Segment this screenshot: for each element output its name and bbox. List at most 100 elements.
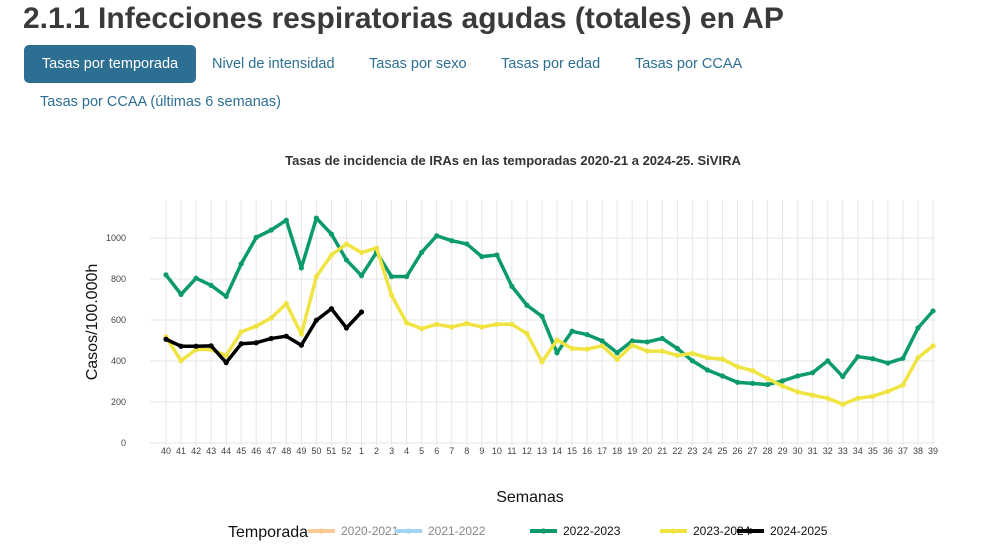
x-tick-label: 11 — [507, 446, 516, 456]
x-tick-label: 33 — [838, 446, 848, 456]
data-point — [599, 343, 605, 349]
data-point — [253, 340, 259, 346]
data-point — [494, 321, 500, 327]
x-tick-label: 34 — [853, 446, 863, 456]
data-point — [825, 395, 831, 401]
x-tick-label: 52 — [341, 446, 351, 456]
y-tick-label: 600 — [111, 315, 126, 325]
x-tick-label: 21 — [657, 446, 667, 456]
data-point — [178, 343, 184, 349]
x-tick-label: 14 — [552, 446, 562, 456]
data-point — [358, 309, 365, 315]
data-point — [283, 333, 289, 339]
tab-tasas-por-ccaa-ultimas-6-semanas[interactable]: Tasas por CCAA (últimas 6 semanas) — [40, 94, 281, 110]
data-point — [749, 368, 756, 374]
data-point — [343, 325, 350, 331]
x-tick-label: 27 — [748, 446, 758, 456]
legend-item-label: 2021-2022 — [428, 524, 486, 538]
series-line — [164, 216, 935, 387]
x-tick-label: 2 — [374, 446, 379, 456]
x-tick-label: 51 — [326, 446, 336, 456]
data-point — [509, 321, 515, 327]
data-point — [780, 383, 786, 389]
data-point — [780, 378, 786, 384]
data-point — [930, 343, 936, 349]
data-point — [434, 233, 440, 239]
data-point — [373, 245, 380, 251]
x-tick-label: 7 — [449, 446, 454, 456]
x-tick-label: 36 — [883, 446, 893, 456]
data-point — [283, 301, 289, 307]
data-point — [223, 360, 229, 366]
data-point — [584, 346, 590, 352]
x-tick-label: 29 — [778, 446, 788, 456]
data-point — [163, 336, 169, 342]
series-2022-2023 — [163, 215, 936, 388]
legend-item-label: 2020-2021 — [341, 524, 399, 538]
tab-tasas-por-sexo[interactable]: Tasas por sexo — [369, 56, 467, 72]
data-point — [193, 343, 199, 349]
data-point — [629, 338, 635, 344]
page-title: 2.1.1 Infecciones respiratorias agudas (… — [23, 2, 784, 35]
data-point — [539, 313, 545, 319]
data-point — [298, 265, 304, 271]
data-point — [554, 350, 560, 356]
x-tick-label: 47 — [266, 446, 276, 456]
x-tick-label: 20 — [642, 446, 652, 456]
x-tick-label: 31 — [808, 446, 818, 456]
data-point — [659, 348, 665, 354]
data-point — [313, 317, 319, 323]
x-tick-label: 48 — [281, 446, 291, 456]
data-point — [569, 328, 575, 334]
data-point — [253, 234, 259, 240]
data-point — [569, 345, 575, 352]
data-point — [825, 358, 831, 364]
x-tick-label: 5 — [419, 446, 424, 456]
x-tick-label: 32 — [823, 446, 833, 456]
data-point — [313, 273, 319, 280]
data-point — [614, 356, 620, 362]
data-point — [644, 348, 650, 354]
data-point — [464, 320, 470, 327]
data-point — [689, 358, 695, 364]
data-point — [644, 339, 650, 345]
tab-nivel-de-intensidad[interactable]: Nivel de intensidad — [212, 56, 335, 72]
data-point — [734, 364, 741, 370]
data-point — [283, 217, 289, 223]
data-point — [449, 324, 455, 330]
data-point — [840, 401, 846, 407]
data-point — [614, 350, 620, 356]
data-point — [343, 241, 350, 247]
data-point — [539, 359, 545, 365]
data-point — [404, 273, 410, 280]
data-point — [870, 356, 876, 362]
legend-swatch-point — [405, 528, 412, 534]
tab-tasas-por-temporada[interactable]: Tasas por temporada — [24, 45, 196, 83]
data-point — [584, 331, 590, 338]
data-point — [449, 238, 455, 244]
data-point — [795, 373, 801, 379]
data-point — [163, 272, 169, 278]
y-tick-label: 1000 — [106, 233, 126, 243]
x-tick-label: 25 — [717, 446, 727, 456]
x-tick-label: 50 — [311, 446, 321, 456]
data-point — [208, 343, 214, 349]
data-point — [810, 392, 816, 398]
chart-title: Tasas de incidencia de IRAs en las tempo… — [285, 153, 741, 168]
data-point — [810, 370, 816, 376]
x-tick-label: 19 — [627, 446, 637, 456]
data-point — [268, 315, 274, 321]
x-tick-label: 3 — [389, 446, 394, 456]
tab-tasas-por-ccaa[interactable]: Tasas por CCAA — [635, 56, 743, 72]
y-tick-label: 0 — [121, 438, 126, 448]
x-tick-label: 43 — [206, 446, 216, 456]
series-line — [165, 306, 363, 365]
data-point — [764, 376, 771, 382]
data-point — [268, 227, 274, 233]
data-point — [298, 342, 304, 348]
series-line — [164, 242, 935, 407]
data-point — [238, 341, 244, 347]
data-point — [704, 367, 711, 373]
tab-tasas-por-edad[interactable]: Tasas por edad — [501, 56, 601, 72]
data-point — [885, 360, 891, 366]
